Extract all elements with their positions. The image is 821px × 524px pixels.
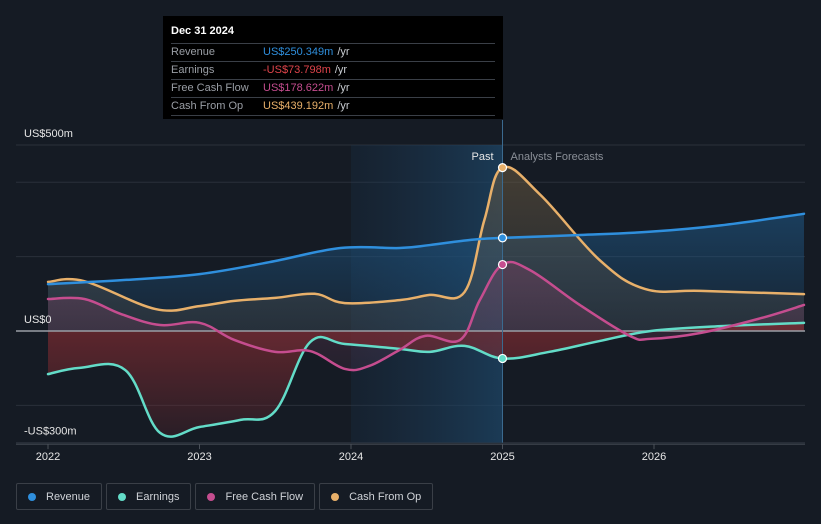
tooltip-row-revenue: Revenue US$250.349m /yr bbox=[171, 44, 495, 62]
tooltip-unit: /yr bbox=[337, 46, 350, 58]
legend-item-revenue[interactable]: Revenue bbox=[16, 483, 103, 510]
earnings-line bbox=[46, 321, 806, 438]
x-tick-label: 2026 bbox=[642, 451, 666, 463]
legend-label: Cash From Op bbox=[349, 490, 422, 503]
legend-label: Free Cash Flow bbox=[225, 490, 304, 503]
tooltip-row-earnings: Earnings -US$73.798m /yr bbox=[171, 62, 495, 80]
tooltip-unit: /yr bbox=[337, 100, 350, 112]
tooltip-value: -US$73.798m bbox=[263, 64, 331, 76]
free-cash-flow-line bbox=[46, 260, 806, 372]
x-axis-labels: 2022 2023 2024 2025 2026 bbox=[36, 444, 666, 463]
tooltip-value: US$439.192m bbox=[263, 100, 334, 112]
earnings-area bbox=[48, 322, 804, 437]
tooltip-label: Earnings bbox=[171, 64, 215, 76]
free-cash-flow-point bbox=[497, 259, 508, 270]
earnings-dot-icon bbox=[118, 492, 127, 501]
legend-item-cash-from-op[interactable]: Cash From Op bbox=[319, 483, 434, 510]
tooltip-label: Revenue bbox=[171, 46, 216, 58]
tooltip-value: US$250.349m bbox=[263, 46, 334, 58]
revenue-dot-icon bbox=[28, 492, 36, 501]
forecast-label: Analysts Forecasts bbox=[511, 151, 604, 163]
x-tick-label: 2023 bbox=[187, 451, 211, 463]
tooltip-date: Dec 31 2024 bbox=[171, 24, 495, 44]
y-tick-label: US$500m bbox=[24, 128, 73, 140]
y-axis-labels: US$500m US$0 -US$300m bbox=[24, 128, 77, 438]
legend-label: Revenue bbox=[46, 490, 91, 503]
x-tick-label: 2024 bbox=[339, 451, 363, 463]
x-tick-label: 2025 bbox=[490, 451, 514, 463]
free-cash-flow-dot-icon bbox=[207, 492, 216, 501]
cash-from-op-point bbox=[497, 163, 508, 173]
tooltip: Dec 31 2024 Revenue US$250.349m /yr Earn… bbox=[163, 16, 503, 119]
past-label: Past bbox=[471, 151, 493, 163]
legend: Revenue Earnings Free Cash Flow Cash Fro… bbox=[16, 483, 434, 510]
legend-item-free-cash-flow[interactable]: Free Cash Flow bbox=[195, 483, 316, 510]
earnings-point bbox=[497, 353, 508, 364]
tooltip-unit: /yr bbox=[337, 82, 350, 94]
legend-label: Earnings bbox=[136, 490, 180, 503]
tooltip-label: Free Cash Flow bbox=[171, 82, 249, 94]
tooltip-row-cash-from-op: Cash From Op US$439.192m /yr bbox=[171, 98, 495, 116]
cash-from-op-dot-icon bbox=[331, 492, 340, 501]
tooltip-label: Cash From Op bbox=[171, 100, 244, 112]
series-lines bbox=[46, 165, 806, 438]
revenue-line bbox=[46, 212, 806, 286]
cash-from-op-line bbox=[46, 165, 806, 312]
y-tick-label: US$0 bbox=[24, 314, 52, 326]
tooltip-value: US$178.622m bbox=[263, 82, 334, 94]
revenue-point bbox=[497, 233, 508, 243]
x-tick-label: 2022 bbox=[36, 451, 60, 463]
cash-from-op-area bbox=[48, 166, 804, 331]
y-tick-label: -US$300m bbox=[24, 426, 77, 438]
legend-item-earnings[interactable]: Earnings bbox=[106, 483, 192, 510]
tooltip-row-free-cash-flow: Free Cash Flow US$178.622m /yr bbox=[171, 80, 495, 98]
tooltip-unit: /yr bbox=[334, 64, 348, 76]
highlight-points bbox=[497, 163, 508, 364]
